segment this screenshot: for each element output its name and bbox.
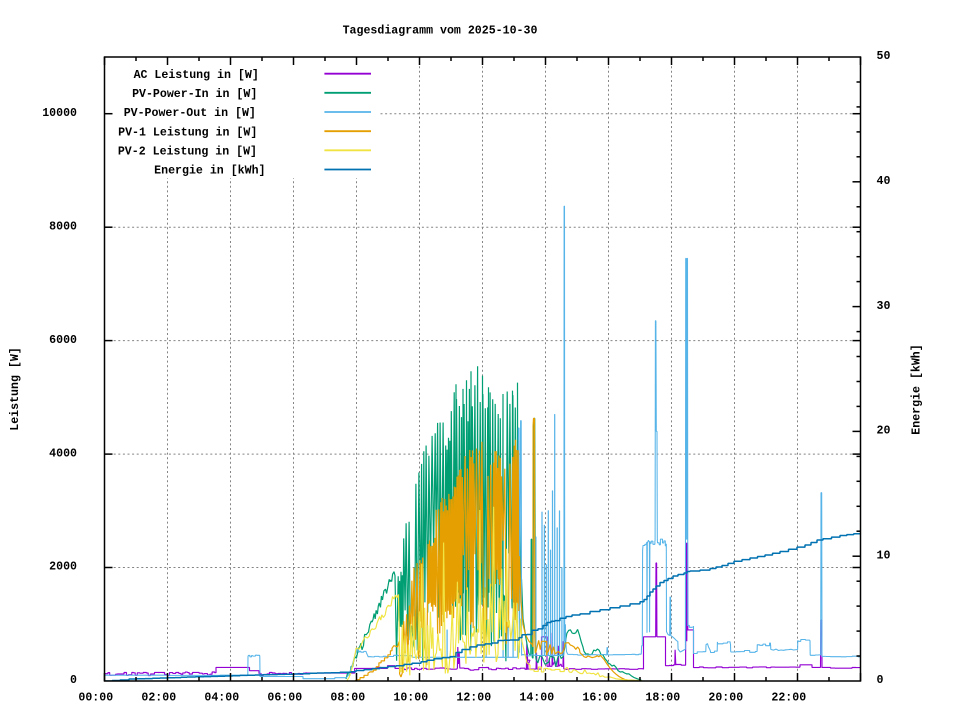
svg-text:AC Leistung in [W]: AC Leistung in [W] [134, 69, 259, 82]
svg-text:10: 10 [877, 549, 891, 562]
svg-text:10000: 10000 [42, 107, 77, 120]
svg-text:PV-Power-Out in [W]: PV-Power-Out in [W] [124, 107, 256, 120]
svg-text:Energie in [kWh]: Energie in [kWh] [154, 165, 265, 178]
svg-text:Leistung [W]: Leistung [W] [9, 347, 22, 431]
svg-text:4000: 4000 [49, 447, 77, 460]
svg-text:Energie [kWh]: Energie [kWh] [911, 344, 924, 434]
svg-text:06:00: 06:00 [267, 692, 302, 705]
svg-text:Tagesdiagramm vom 2025-10-30: Tagesdiagramm vom 2025-10-30 [343, 25, 538, 38]
svg-text:8000: 8000 [49, 220, 77, 233]
svg-text:04:00: 04:00 [204, 692, 239, 705]
svg-text:30: 30 [877, 300, 891, 313]
svg-text:02:00: 02:00 [141, 692, 176, 705]
svg-text:PV-Power-In in [W]: PV-Power-In in [W] [132, 88, 257, 101]
svg-text:14:00: 14:00 [519, 692, 554, 705]
svg-text:20: 20 [877, 425, 891, 438]
svg-text:12:00: 12:00 [456, 692, 491, 705]
svg-text:00:00: 00:00 [78, 692, 113, 705]
svg-text:0: 0 [70, 674, 77, 687]
svg-text:PV-2 Leistung in [W]: PV-2 Leistung in [W] [118, 146, 257, 159]
svg-text:20:00: 20:00 [708, 692, 743, 705]
svg-text:08:00: 08:00 [330, 692, 365, 705]
svg-text:2000: 2000 [49, 561, 77, 574]
svg-text:18:00: 18:00 [645, 692, 680, 705]
svg-text:10:00: 10:00 [393, 692, 428, 705]
svg-text:40: 40 [877, 175, 891, 188]
svg-text:6000: 6000 [49, 334, 77, 347]
svg-text:PV-1 Leistung in [W]: PV-1 Leistung in [W] [118, 126, 257, 139]
svg-text:22:00: 22:00 [771, 692, 806, 705]
svg-text:16:00: 16:00 [582, 692, 617, 705]
svg-text:0: 0 [877, 674, 884, 687]
svg-text:50: 50 [877, 50, 891, 63]
